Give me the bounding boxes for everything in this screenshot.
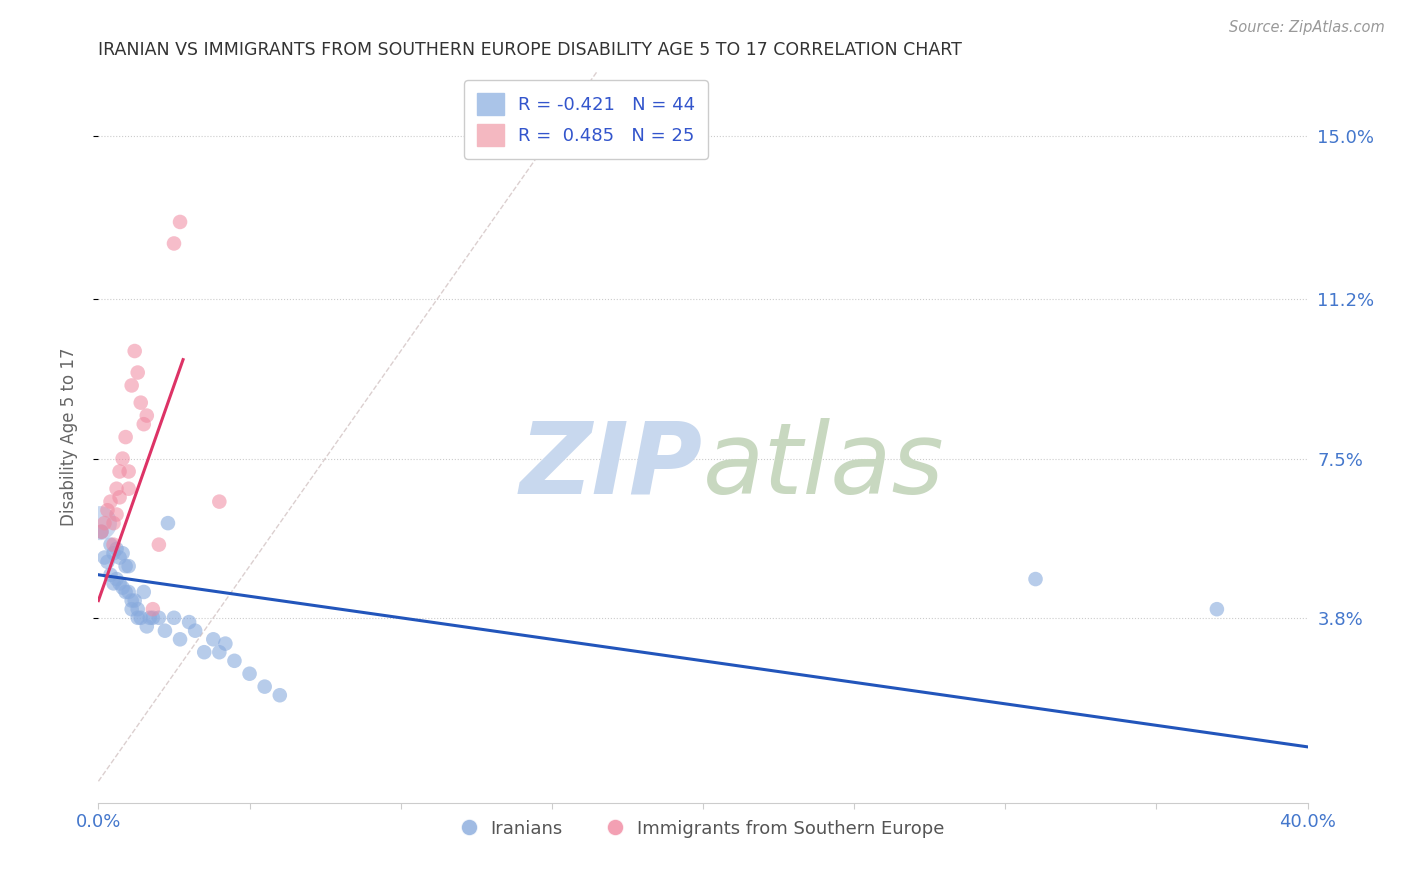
Point (103, 576, 125, 591)
Point (108, 576, 131, 591)
Point (239, 666, 262, 681)
Point (208, 494, 231, 508)
Text: atlas: atlas (703, 417, 945, 515)
Point (93, 550, 115, 565)
Point (124, 593, 146, 607)
Point (118, 465, 141, 479)
Point (118, 559, 141, 574)
Point (169, 632, 191, 647)
Point (114, 559, 136, 574)
Point (96, 503, 118, 517)
Point (111, 581, 134, 595)
Point (142, 602, 165, 616)
Point (121, 378, 143, 392)
Point (1024, 572, 1046, 586)
Point (118, 585, 141, 599)
Point (100, 538, 122, 552)
Point (193, 645, 215, 659)
Point (105, 482, 128, 496)
Point (184, 624, 207, 638)
Point (129, 611, 152, 625)
Y-axis label: Disability Age 5 to 17: Disability Age 5 to 17 (59, 348, 77, 526)
Point (114, 585, 136, 599)
Text: ZIP: ZIP (520, 417, 703, 515)
Point (179, 615, 201, 629)
Point (118, 482, 141, 496)
Point (114, 430, 136, 444)
Point (93, 516, 115, 530)
Point (169, 215, 191, 229)
Point (108, 550, 131, 565)
Point (124, 344, 146, 359)
Point (202, 632, 225, 647)
Legend: Iranians, Immigrants from Southern Europe: Iranians, Immigrants from Southern Europ… (454, 813, 952, 845)
Point (105, 572, 128, 586)
Point (148, 538, 170, 552)
Point (224, 654, 246, 668)
Point (253, 680, 276, 694)
Point (100, 567, 122, 582)
Point (127, 602, 149, 616)
Point (163, 236, 186, 251)
Point (105, 508, 128, 522)
Point (96, 555, 118, 569)
Point (108, 491, 131, 505)
Point (208, 645, 231, 659)
Point (132, 417, 155, 432)
Point (135, 409, 157, 423)
Point (132, 585, 155, 599)
Point (156, 516, 179, 530)
Point (103, 516, 125, 530)
Point (105, 541, 128, 556)
Point (142, 611, 165, 625)
Point (103, 546, 125, 560)
Point (127, 366, 149, 380)
Text: Source: ZipAtlas.com: Source: ZipAtlas.com (1229, 20, 1385, 35)
Point (111, 546, 134, 560)
Point (148, 611, 170, 625)
Point (103, 538, 125, 552)
Point (135, 619, 157, 633)
Point (111, 451, 134, 466)
Point (90, 524, 112, 539)
Point (214, 637, 236, 651)
Point (100, 494, 122, 508)
Point (121, 593, 143, 607)
Point (89, 516, 111, 530)
Point (1206, 602, 1229, 616)
Point (269, 688, 291, 702)
Point (129, 395, 152, 409)
Point (153, 624, 176, 638)
Point (163, 611, 186, 625)
Point (90, 524, 112, 539)
Point (127, 611, 149, 625)
Text: IRANIAN VS IMMIGRANTS FROM SOUTHERN EUROPE DISABILITY AGE 5 TO 17 CORRELATION CH: IRANIAN VS IMMIGRANTS FROM SOUTHERN EURO… (98, 41, 962, 59)
Point (121, 602, 143, 616)
Point (108, 465, 131, 479)
Point (139, 611, 162, 625)
